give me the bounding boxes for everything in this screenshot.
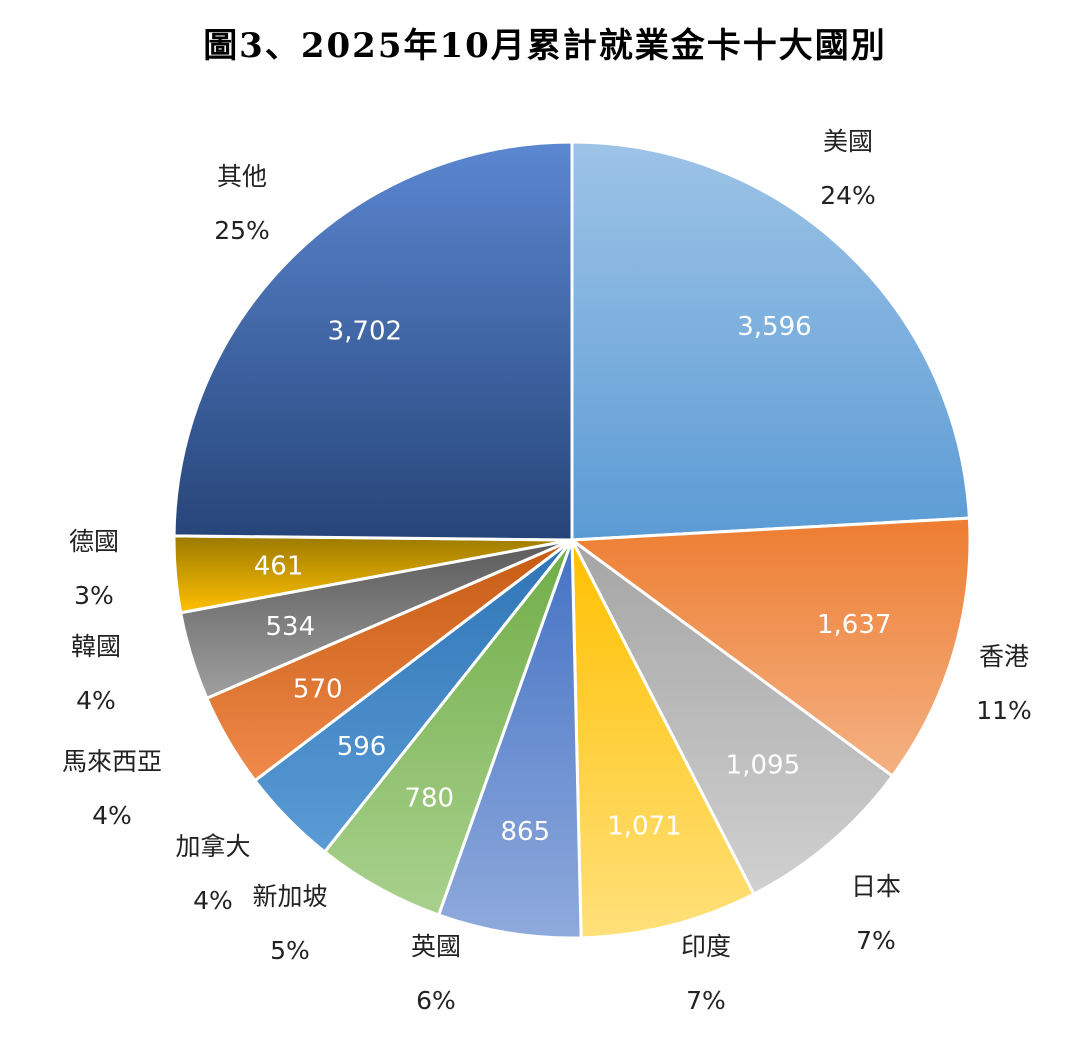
value-label-10: 3,702 <box>328 317 402 347</box>
value-labels-layer: 3,596 1,637 1,095 1,071 865 780 596 570 534 461 3,… <box>254 312 892 847</box>
category-label-6: 加拿大 <box>175 832 250 861</box>
percent-label-8: 4% <box>76 686 116 715</box>
percent-label-6: 4% <box>193 886 233 915</box>
percent-label-10: 25% <box>214 216 270 245</box>
pie-slice-3 <box>570 539 756 940</box>
percent-label-1: 11% <box>976 696 1032 725</box>
value-label-2: 1,095 <box>726 750 800 780</box>
pie-slice-1 <box>567 516 972 779</box>
value-label-9: 461 <box>254 552 304 582</box>
category-label-0: 美國 <box>823 127 873 156</box>
pie-slice-4 <box>436 539 583 940</box>
percent-label-4: 6% <box>416 986 456 1015</box>
value-label-5: 780 <box>404 784 454 814</box>
pie-slice-2 <box>570 538 895 897</box>
category-label-10: 其他 <box>217 162 267 191</box>
category-label-5: 新加坡 <box>252 882 327 911</box>
value-label-7: 570 <box>293 675 343 705</box>
percent-label-5: 5% <box>270 936 310 965</box>
value-label-4: 865 <box>500 817 550 847</box>
category-label-7: 馬來西亞 <box>62 747 162 776</box>
slices-layer <box>172 140 972 940</box>
value-label-6: 596 <box>337 732 387 762</box>
percent-label-0: 24% <box>820 181 876 210</box>
percent-label-3: 7% <box>686 986 726 1015</box>
value-label-8: 534 <box>266 612 316 642</box>
category-label-3: 印度 <box>681 932 731 961</box>
category-label-2: 日本 <box>851 872 901 901</box>
pie-slice-10 <box>172 140 574 542</box>
value-label-3: 1,071 <box>607 811 681 841</box>
category-labels-layer: 美國 24% 香港 11% 日本 7% 印度 7% 英國 6% 新加坡 5% 加拿大 4% 馬來西亞 4% 韓國… <box>62 127 1032 1015</box>
percent-label-9: 3% <box>74 581 114 610</box>
category-label-9: 德國 <box>69 527 119 556</box>
category-label-8: 韓國 <box>71 632 121 661</box>
category-label-4: 英國 <box>411 932 461 961</box>
percent-label-7: 4% <box>92 801 132 830</box>
value-label-1: 1,637 <box>817 610 891 640</box>
chart-title: 圖3、2025年10月累計就業金卡十大國別 <box>203 26 887 66</box>
pie-slice-0 <box>570 140 971 542</box>
value-label-0: 3,596 <box>737 312 811 342</box>
percent-label-2: 7% <box>856 926 896 955</box>
category-label-1: 香港 <box>979 642 1029 671</box>
